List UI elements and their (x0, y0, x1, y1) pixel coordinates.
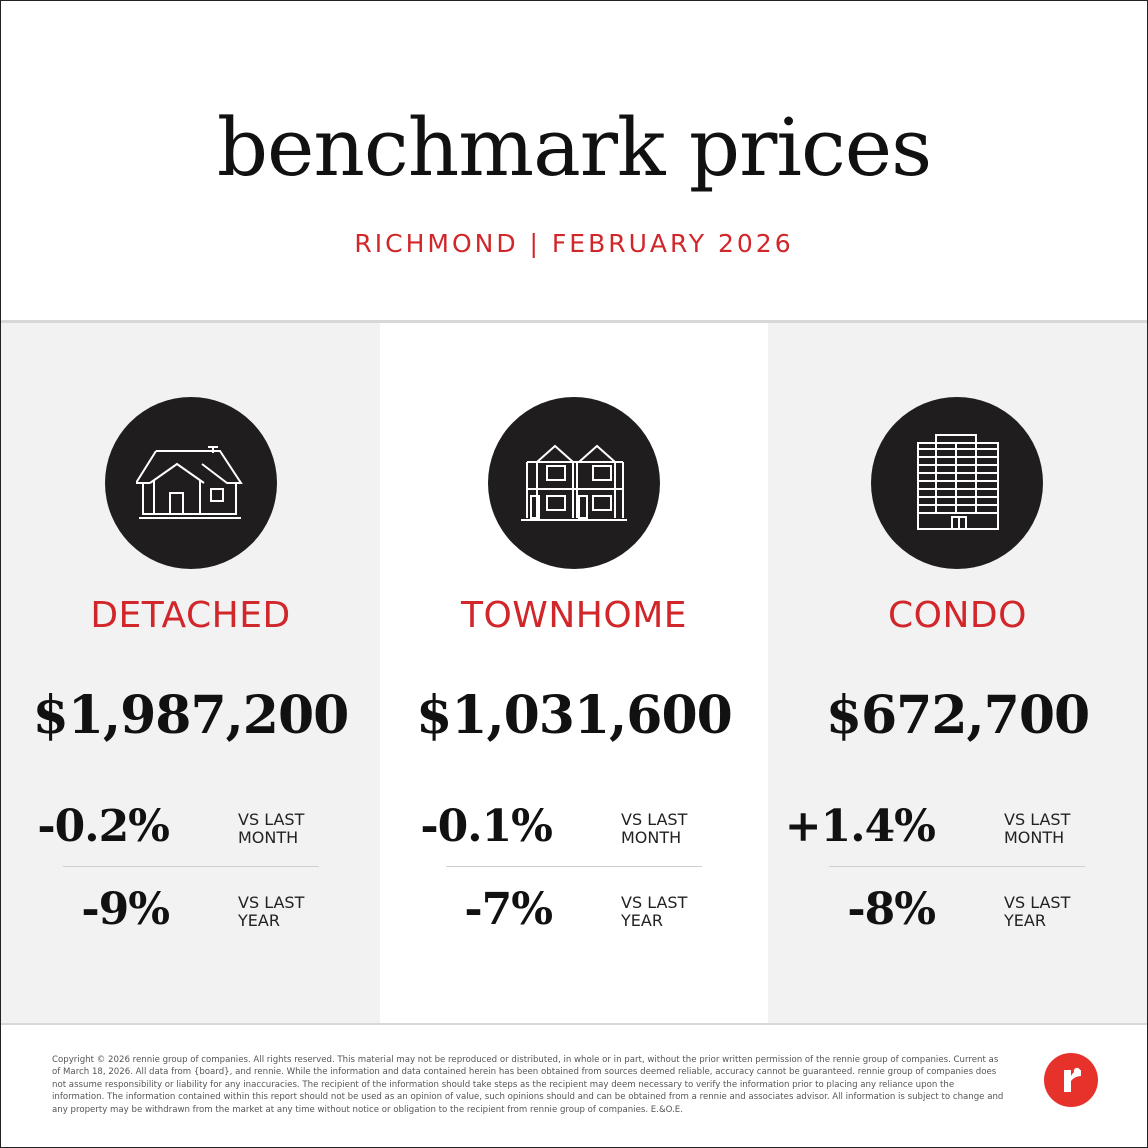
detached-type-label: DETACHED (90, 595, 291, 636)
detached-year-label: VS LAST YEAR (238, 893, 305, 930)
detached-year-change: -9% (81, 884, 170, 935)
condo-year-stat: -8% VS LAST YEAR (829, 884, 1085, 944)
footer-divider (1, 1023, 1147, 1025)
townhome-month-stat: -0.1% VS LAST MONTH (420, 801, 702, 861)
condo-building-icon (871, 397, 1043, 569)
condo-type-label: CONDO (888, 595, 1027, 636)
townhome-price: $1,031,600 (416, 685, 733, 746)
header-divider (1, 320, 1147, 323)
townhome-panel: TOWNHOME $1,031,600 -0.1% VS LAST MONTH … (380, 323, 768, 1023)
condo-price: $672,700 (825, 685, 1090, 746)
disclaimer-text: Copyright © 2026 rennie group of compani… (52, 1055, 1004, 1115)
townhome-icon (488, 397, 660, 569)
townhome-type-label: TOWNHOME (460, 595, 688, 636)
detached-stat-divider (63, 866, 319, 867)
header: benchmark prices RICHMOND | FEBRUARY 202… (1, 1, 1147, 321)
condo-stat-divider (829, 866, 1085, 867)
condo-month-stat: +1.4% VS LAST MONTH (785, 801, 1085, 861)
detached-price: $1,987,200 (32, 685, 350, 746)
condo-panel: CONDO $672,700 +1.4% VS LAST MONTH -8% V… (768, 323, 1147, 1023)
townhome-stat-divider (446, 866, 702, 867)
detached-house-icon (105, 397, 277, 569)
page-title: benchmark prices (216, 101, 932, 194)
detached-year-stat: -9% VS LAST YEAR (63, 884, 319, 944)
footer: Copyright © 2026 rennie group of compani… (1, 1025, 1147, 1147)
condo-month-change: +1.4% (784, 801, 936, 852)
townhome-year-change: -7% (464, 884, 553, 935)
detached-month-label: VS LAST MONTH (238, 810, 305, 847)
detached-panel: DETACHED $1,987,200 -0.2% VS LAST MONTH … (1, 323, 380, 1023)
rennie-logo-icon (1044, 1053, 1098, 1107)
townhome-year-stat: -7% VS LAST YEAR (446, 884, 702, 944)
condo-month-label: VS LAST MONTH (1004, 810, 1071, 847)
detached-month-stat: -0.2% VS LAST MONTH (37, 801, 319, 861)
townhome-month-change: -0.1% (420, 801, 553, 852)
condo-year-change: -8% (847, 884, 936, 935)
condo-year-label: VS LAST YEAR (1004, 893, 1071, 930)
page-subtitle: RICHMOND | FEBRUARY 2026 (354, 229, 794, 258)
detached-month-change: -0.2% (37, 801, 170, 852)
townhome-month-label: VS LAST MONTH (621, 810, 688, 847)
townhome-year-label: VS LAST YEAR (621, 893, 688, 930)
property-columns: DETACHED $1,987,200 -0.2% VS LAST MONTH … (1, 323, 1147, 1023)
